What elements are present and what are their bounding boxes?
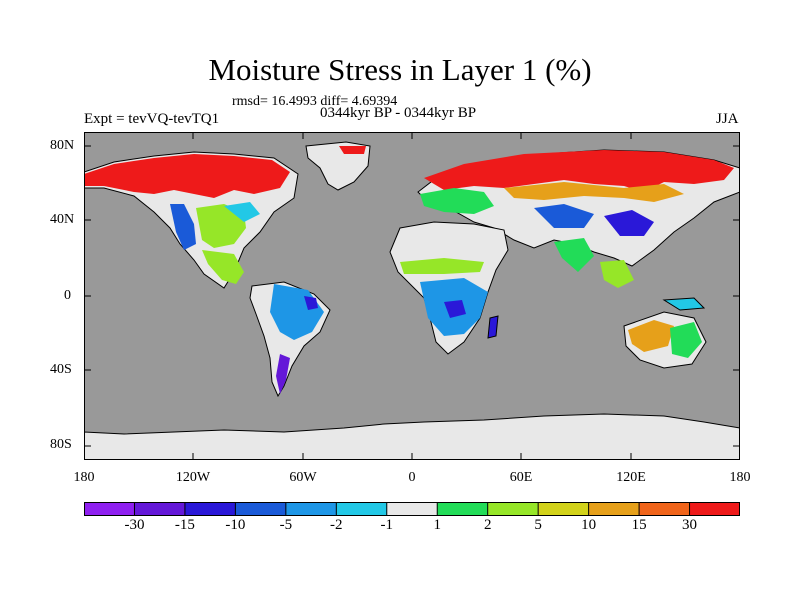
lon-label-120e: 120E (616, 470, 646, 485)
east-asia-wet (604, 210, 654, 236)
new-guinea (662, 297, 706, 311)
india-green (554, 238, 594, 272)
siberia-dry (424, 150, 734, 192)
colorbar-label: 2 (483, 517, 492, 533)
colorbar-swatch (285, 502, 337, 516)
colorbar-swatch (639, 502, 691, 516)
colorbar-label: 1 (433, 517, 441, 533)
colorbar-label: -30 (124, 517, 145, 533)
colorbar-swatch (689, 502, 741, 516)
north-america-dry-north (84, 154, 290, 198)
central-asia-wet (534, 204, 594, 228)
lon-tick-marks (192, 132, 632, 460)
africa-sahel (400, 258, 484, 274)
colorbar-label: -2 (330, 517, 343, 533)
australia-orange (628, 320, 674, 352)
lat-label-80s: 80S (50, 437, 72, 452)
colorbar-swatch (588, 502, 640, 516)
stats-text: rmsd= 16.4993 diff= 4.69394 (232, 94, 398, 109)
lat-tick-marks (84, 145, 740, 447)
north-america-wet-west (170, 204, 196, 250)
world-map (84, 132, 740, 460)
lon-label-60w: 60W (289, 470, 317, 485)
madagascar (487, 315, 499, 339)
lon-label-60e: 60E (509, 470, 533, 485)
colorbar-label: -15 (174, 517, 195, 533)
season-label: JJA (716, 111, 739, 127)
colorbar-swatch (538, 502, 590, 516)
lon-label-180e: 180 (729, 470, 751, 485)
australia-green (670, 322, 702, 358)
lon-label-120w: 120W (175, 470, 211, 485)
colorbar-frame (84, 502, 740, 516)
lon-label-0: 0 (408, 470, 416, 485)
colorbar-swatch (487, 502, 539, 516)
colorbar-swatch (235, 502, 287, 516)
colorbar-label: 30 (682, 517, 698, 533)
colorbar-swatch (437, 502, 489, 516)
period-label: 0344kyr BP - 0344kyr BP (320, 105, 477, 121)
lat-label-0: 0 (64, 288, 71, 303)
colorbar-label: -1 (380, 517, 394, 533)
colorbar-swatch (336, 502, 388, 516)
colorbar-label: 5 (534, 517, 542, 533)
colorbar-swatch (134, 502, 186, 516)
colorbar-label: 15 (631, 517, 647, 533)
colorbar (84, 502, 741, 516)
colorbar-swatch (184, 502, 236, 516)
colorbar-swatch (386, 502, 438, 516)
africa-blue-spot (444, 300, 466, 318)
central-america (202, 250, 244, 284)
colorbar-label: -10 (225, 517, 246, 533)
lat-label-40n: 40N (50, 212, 75, 227)
lon-label-180w: 180 (73, 470, 95, 485)
south-america-blue-spot (304, 296, 318, 310)
colorbar-label: -5 (279, 517, 293, 533)
experiment-label: Expt = tevVQ-tevTQ1 (84, 111, 220, 127)
europe-green (420, 188, 494, 214)
southeast-asia (600, 260, 634, 288)
lat-label-80n: 80N (50, 138, 75, 153)
greenland-dry-edge (339, 146, 366, 154)
north-america-cyan (224, 202, 260, 222)
asia-orange-band (504, 182, 684, 202)
colorbar-swatch (84, 502, 135, 516)
north-america-green (196, 204, 246, 248)
colorbar-label: 10 (581, 517, 597, 533)
lat-label-40s: 40S (50, 362, 72, 377)
south-america-south (276, 354, 290, 394)
map-title: Moisture Stress in Layer 1 (%) (208, 52, 592, 87)
antarctica (84, 413, 740, 460)
